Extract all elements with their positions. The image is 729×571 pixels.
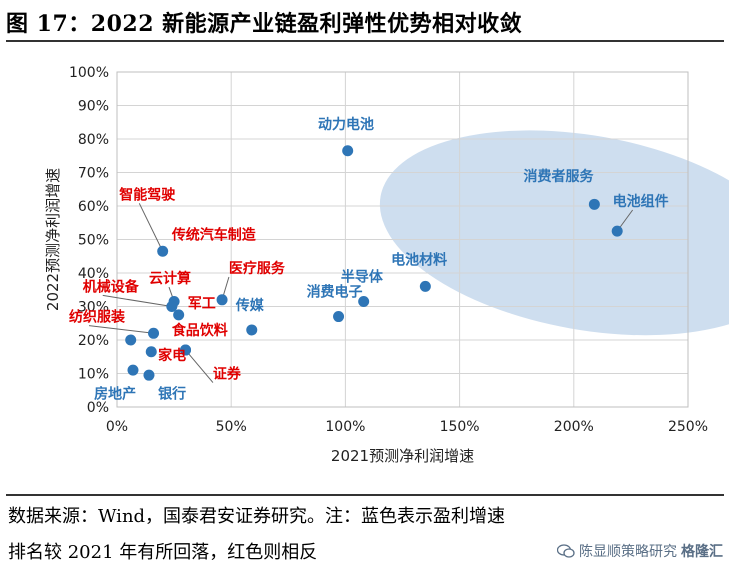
data-point: [216, 294, 228, 306]
y-tick-label: 50%: [78, 233, 109, 249]
y-tick-label: 90%: [78, 99, 109, 115]
y-tick-label: 30%: [78, 300, 109, 316]
y-tick-label: 100%: [69, 65, 109, 81]
y-axis-label: 2022预测净利润增速: [44, 168, 62, 311]
x-tick-label: 50%: [216, 419, 247, 435]
point-label: 传媒: [235, 297, 265, 314]
data-point: [127, 364, 139, 376]
y-tick-label: 0%: [87, 400, 109, 416]
point-label: 医疗服务: [229, 260, 286, 277]
data-point: [611, 225, 623, 237]
point-label: 机械设备: [83, 278, 140, 295]
x-tick-label: 200%: [554, 419, 594, 435]
data-point: [145, 346, 157, 358]
watermark-text: 陈显顺策略研究: [579, 544, 677, 560]
point-label: 纺织服装: [69, 309, 126, 326]
point-label: 电池材料: [391, 252, 447, 269]
y-tick-label: 70%: [78, 166, 109, 182]
figure-title: 图 17：2022 新能源产业链盈利弹性优势相对收敛: [6, 11, 523, 37]
watermark-brand: 格隆汇: [681, 544, 723, 560]
point-label: 电池组件: [613, 193, 669, 210]
leader-line: [185, 349, 214, 383]
y-tick-label: 40%: [78, 266, 109, 282]
data-point: [125, 334, 137, 346]
data-point: [157, 245, 169, 257]
data-point: [143, 369, 155, 381]
wechat-icon: [557, 544, 575, 558]
x-tick-label: 250%: [668, 419, 708, 435]
scatter-chart: 0% 50% 100% 150% 200% 250% 0% 10% 20% 30% 40% 50% 60…: [0, 50, 729, 490]
x-tick-label: 100%: [325, 419, 365, 435]
data-point: [333, 311, 345, 323]
data-point: [166, 301, 178, 312]
footer-source-line1: 数据来源：Wind，国泰君安证券研究。注：蓝色表示盈利增速: [8, 506, 506, 527]
x-tick-label: 150%: [440, 419, 480, 435]
x-tick-label: 0%: [106, 419, 128, 435]
data-point: [180, 344, 192, 356]
y-tick-label: 10%: [78, 367, 109, 383]
leader-line: [88, 325, 154, 334]
point-label: 证券: [213, 366, 242, 383]
data-point: [419, 280, 431, 292]
point-label: 食品饮料: [172, 322, 228, 339]
point-label: 动力电池: [318, 116, 374, 133]
footer-rule: [6, 494, 724, 496]
data-point: [148, 327, 160, 339]
watermark: 陈显顺策略研究 格隆汇: [557, 541, 723, 561]
y-tick-label: 20%: [78, 333, 109, 349]
point-label: 智能驾驶: [118, 186, 175, 203]
point-label: 军工: [188, 296, 216, 312]
data-point: [246, 324, 258, 336]
title-rule: [6, 40, 724, 42]
point-label: 家电: [158, 347, 186, 364]
leader-line: [102, 294, 172, 307]
data-point: [342, 145, 354, 157]
point-label: 半导体: [341, 268, 384, 285]
scatter-chart-svg: 0% 50% 100% 150% 200% 250% 0% 10% 20% 30% 40% 50% 60…: [44, 65, 729, 465]
y-tick-label: 80%: [78, 132, 109, 148]
leader-line: [138, 203, 164, 252]
footer-source-line2: 排名较 2021 年有所回落，红色则相反: [8, 542, 318, 563]
point-label: 消费者服务: [524, 168, 595, 185]
highlight-ellipse: [379, 130, 729, 336]
point-label: 消费电子: [307, 283, 363, 300]
point-label: 云计算: [149, 270, 191, 287]
point-label: 传统汽车制造: [171, 227, 256, 244]
data-point: [588, 198, 600, 210]
x-axis-label: 2021预测净利润增速: [331, 447, 474, 465]
data-point: [358, 295, 370, 307]
point-label: 房地产: [94, 386, 136, 403]
plot-frame: [116, 71, 689, 408]
y-tick-label: 60%: [78, 199, 109, 215]
data-point: [173, 309, 185, 321]
point-label: 银行: [158, 386, 186, 403]
